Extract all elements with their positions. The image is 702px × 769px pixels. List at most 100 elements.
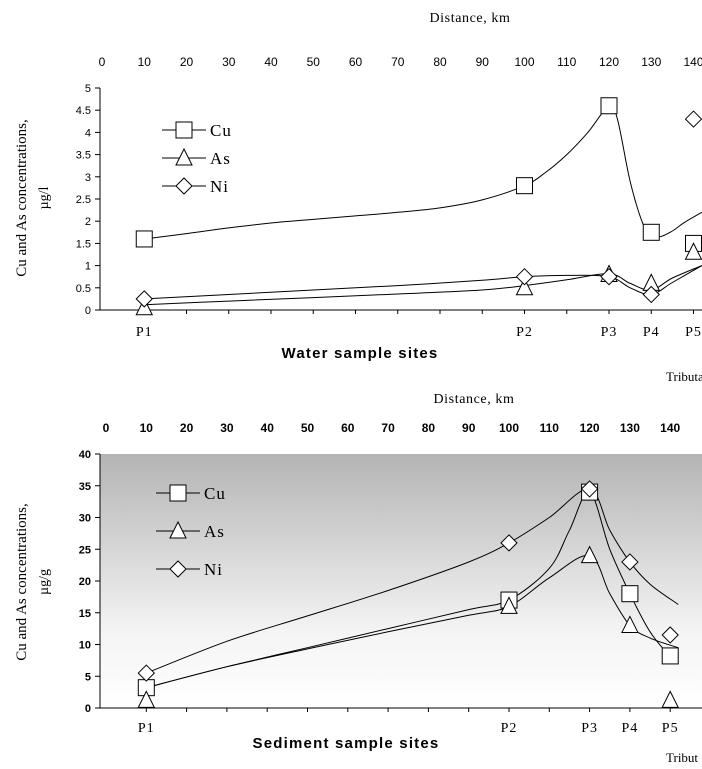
data-point-ni [500, 534, 518, 552]
top-tick-label: 130 [620, 421, 640, 435]
y-tick-label: 5 [85, 83, 91, 95]
top-tick-label: 110 [540, 421, 560, 435]
y-tick-label: 2 [85, 216, 91, 228]
data-point-ni [684, 110, 702, 128]
top-tick-label: 0 [103, 421, 110, 435]
sediment-chart: Distance, km0 10 20 30 40 50 60 70 80 90 100 110 120… [14, 392, 702, 765]
series-line-as [144, 265, 702, 306]
data-point-as [137, 690, 156, 708]
site-label: P2 [501, 721, 518, 736]
top-axis-title: Distance, km [433, 392, 514, 407]
series-line-cu [146, 491, 679, 689]
top-tick-label: 140 [660, 421, 680, 435]
y-tick-label: 4 [85, 127, 91, 139]
y-tick-label: 15 [79, 608, 91, 620]
data-point-ni [135, 290, 153, 308]
data-point-as [580, 545, 599, 564]
data-point-ni [661, 626, 679, 644]
top-tick-label: 50 [301, 421, 315, 435]
top-tick-label: 120 [599, 55, 619, 69]
top-tick-label: 70 [391, 55, 405, 69]
legend-label: As [204, 522, 225, 541]
top-tick-label: 120 [580, 421, 600, 435]
data-point-cu [661, 647, 679, 665]
site-label: P5 [662, 721, 679, 736]
top-tick-label: 40 [261, 421, 275, 435]
data-point-cu [600, 97, 618, 115]
data-point-ni [515, 267, 534, 286]
legend-marker-cu [175, 121, 193, 139]
data-point-ni [621, 553, 639, 571]
top-tick-label: 60 [349, 55, 363, 69]
plot-background [100, 454, 702, 708]
y-tick-label: 40 [79, 449, 91, 461]
top-tick-label: 10 [138, 55, 152, 69]
legend: Cu As Ni [156, 484, 226, 579]
site-label: P4 [622, 721, 639, 736]
legend-marker-ni [175, 177, 193, 195]
data-point-as [500, 596, 518, 614]
y-tick-label: 3.5 [76, 150, 91, 162]
top-tick-label: 90 [476, 55, 490, 69]
x-axis-title: Water sample sites [282, 345, 439, 362]
data-point-ni [580, 480, 599, 498]
data-point-ni [642, 285, 660, 304]
legend-label: Cu [210, 121, 232, 140]
data-point-cu [135, 230, 153, 248]
top-tick-label: 50 [307, 55, 321, 69]
top-tick-label: 80 [422, 421, 436, 435]
top-tick-label: 30 [220, 421, 234, 435]
water-chart: Distance, km0 10 20 30 40 50 60 70 80 90 100 110 120… [14, 11, 702, 384]
x-axis-title: Sediment sample sites [253, 735, 440, 752]
site-label: P3 [581, 721, 598, 736]
y-tick-label: 2.5 [76, 194, 91, 206]
top-tick-label: 80 [433, 55, 447, 69]
y-tick-label: 0 [85, 305, 91, 317]
data-point-as [661, 690, 680, 708]
legend-marker-ni [169, 560, 187, 578]
y-tick-label: 4.5 [76, 105, 91, 117]
top-tick-label: 30 [222, 55, 236, 69]
legend-label: Ni [204, 560, 223, 579]
y-tick-label: 0 [85, 703, 91, 715]
site-label: P2 [516, 325, 533, 340]
top-tick-label: 20 [180, 421, 194, 435]
legend-label: Ni [210, 177, 229, 196]
site-label: P3 [601, 325, 618, 340]
y-tick-label: 1 [85, 261, 91, 273]
top-tick-label: 110 [557, 55, 576, 69]
data-point-as [515, 277, 534, 296]
y-tick-label: 25 [79, 544, 91, 556]
top-tick-label: 100 [514, 55, 534, 69]
top-tick-label: 10 [140, 421, 154, 435]
legend: Cu As Ni [162, 121, 232, 196]
tributary-label: Tribut [666, 750, 698, 765]
top-tick-label: 60 [341, 421, 355, 435]
legend-marker-cu [169, 484, 187, 502]
y-axis-title: Cu and As concentrations, [14, 119, 30, 276]
y-axis-title: Cu and As concentrations, [14, 503, 30, 660]
data-point-as [621, 615, 639, 633]
top-tick-label: 130 [641, 55, 661, 69]
data-point-ni [600, 267, 618, 286]
data-point-cu [516, 177, 533, 195]
y-tick-label: 35 [79, 481, 91, 493]
data-point-as [684, 242, 702, 260]
y-tick-label: 30 [79, 513, 91, 525]
site-label: P5 [685, 325, 702, 340]
site-label: P4 [643, 325, 660, 340]
site-label: P1 [136, 325, 153, 340]
top-tick-label: 70 [381, 421, 395, 435]
series-line-ni [144, 265, 702, 300]
y-tick-label: 1.5 [76, 238, 91, 250]
y-tick-label: 20 [79, 576, 91, 588]
site-label: P1 [138, 721, 155, 736]
y-tick-label: 5 [85, 671, 91, 683]
top-tick-label: 140 [683, 55, 702, 69]
y-axis-unit: µg/g [37, 569, 52, 595]
legend-label: Cu [204, 484, 226, 503]
y-axis-unit: µg/l [37, 186, 52, 209]
top-tick-label: 90 [462, 421, 476, 435]
top-tick-label: 0 [99, 55, 106, 69]
